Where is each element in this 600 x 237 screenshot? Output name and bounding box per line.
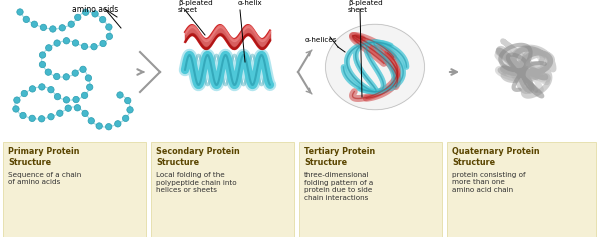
Circle shape — [106, 33, 113, 40]
Circle shape — [82, 92, 88, 99]
Circle shape — [85, 75, 92, 81]
Circle shape — [59, 25, 65, 31]
Circle shape — [56, 110, 63, 116]
Circle shape — [63, 74, 70, 80]
Text: Local folding of the
polypeptide chain into
helices or sheets: Local folding of the polypeptide chain i… — [156, 172, 236, 193]
Circle shape — [88, 118, 94, 124]
Circle shape — [86, 84, 93, 90]
Text: Primary Protein
Structure: Primary Protein Structure — [8, 147, 79, 167]
Circle shape — [63, 97, 70, 103]
Circle shape — [73, 40, 79, 46]
Text: α-helices: α-helices — [305, 37, 338, 43]
Circle shape — [127, 107, 133, 113]
Circle shape — [106, 123, 112, 130]
Circle shape — [38, 116, 45, 122]
Bar — [151, 142, 294, 237]
Circle shape — [50, 26, 56, 32]
Text: amino acids: amino acids — [72, 5, 118, 14]
Circle shape — [14, 97, 20, 103]
Circle shape — [38, 84, 45, 90]
Circle shape — [91, 43, 97, 50]
Circle shape — [13, 106, 19, 112]
Circle shape — [46, 45, 52, 51]
Circle shape — [68, 21, 74, 27]
Text: Tertiary Protein
Structure: Tertiary Protein Structure — [304, 147, 375, 167]
Text: protein consisting of
more than one
amino acid chain: protein consisting of more than one amin… — [452, 172, 526, 193]
Circle shape — [92, 11, 98, 17]
Circle shape — [40, 24, 47, 31]
Circle shape — [65, 105, 71, 111]
Circle shape — [39, 61, 46, 68]
Bar — [299, 142, 442, 237]
Circle shape — [45, 69, 52, 75]
Text: Secondary Protein
Structure: Secondary Protein Structure — [156, 147, 240, 167]
Circle shape — [115, 121, 121, 127]
Circle shape — [40, 52, 46, 58]
Text: β-pleated
sheet: β-pleated sheet — [178, 0, 213, 13]
Text: β-pleated
sheet: β-pleated sheet — [348, 0, 383, 13]
Text: Quaternary Protein
Structure: Quaternary Protein Structure — [452, 147, 539, 167]
Circle shape — [21, 90, 28, 97]
Text: α-helix: α-helix — [238, 0, 263, 6]
Bar — [447, 142, 596, 237]
Circle shape — [72, 70, 79, 76]
Circle shape — [55, 93, 61, 100]
Circle shape — [80, 66, 86, 73]
Circle shape — [31, 21, 38, 27]
Circle shape — [73, 96, 79, 103]
Circle shape — [23, 16, 29, 23]
Circle shape — [122, 115, 129, 122]
Circle shape — [100, 40, 106, 47]
Circle shape — [82, 43, 88, 50]
Text: Sequence of a chain
of amino acids: Sequence of a chain of amino acids — [8, 172, 81, 186]
Circle shape — [63, 38, 70, 44]
Circle shape — [20, 112, 26, 119]
Ellipse shape — [325, 24, 425, 110]
Circle shape — [53, 73, 60, 80]
Circle shape — [100, 16, 106, 23]
Circle shape — [48, 114, 54, 120]
Circle shape — [29, 115, 35, 122]
Bar — [3, 142, 146, 237]
Text: three-dimensional
folding pattern of a
protein due to side
chain interactions: three-dimensional folding pattern of a p… — [304, 172, 373, 201]
Circle shape — [54, 40, 60, 46]
Circle shape — [96, 123, 103, 129]
Circle shape — [17, 9, 23, 15]
Circle shape — [74, 14, 81, 21]
Circle shape — [74, 105, 80, 111]
Circle shape — [125, 97, 131, 104]
Circle shape — [106, 24, 112, 30]
Circle shape — [82, 110, 88, 117]
Circle shape — [48, 87, 54, 93]
Circle shape — [83, 9, 89, 15]
Circle shape — [29, 86, 35, 92]
Circle shape — [117, 92, 123, 98]
